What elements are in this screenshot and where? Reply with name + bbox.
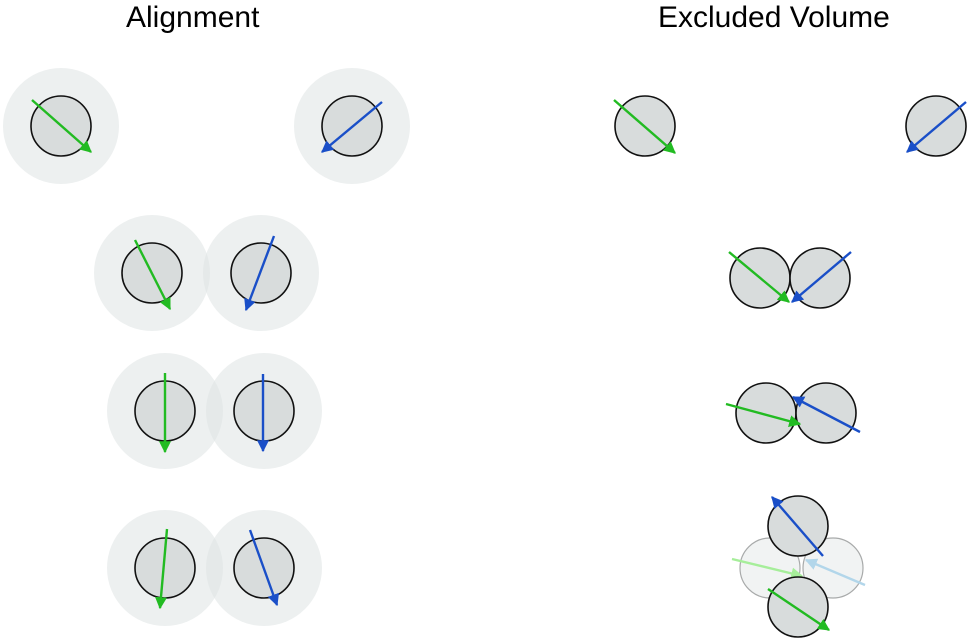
alignment-row2-blue-arrow (244, 235, 276, 312)
alignment-row2-green-arrow (133, 239, 172, 311)
excluded-row4-bottom-green-arrow (767, 588, 830, 631)
excluded-volume-title: Excluded Volume (658, 1, 890, 34)
excluded-row2-blue-arrow (791, 251, 852, 303)
excluded-row3-blue-arrow (791, 395, 861, 434)
alignment-title: Alignment (126, 1, 260, 34)
alignment-row1-blue-arrow (321, 101, 383, 153)
excluded-row4-top-blue-arrow (771, 496, 824, 557)
excluded-row1-green-arrow (613, 99, 676, 154)
alignment-row4-green-arrow (154, 528, 169, 610)
alignment-row1-green-arrow (31, 99, 92, 153)
excluded-row4-bottom-green-particle (767, 576, 829, 638)
excluded-row3-green-particle (735, 382, 797, 444)
alignment-row4-blue-arrow (248, 529, 279, 607)
excluded-row1-blue-arrow (906, 101, 967, 153)
excluded-row4-ghost-green-arrow (731, 557, 804, 580)
excluded-row2-green-arrow (728, 251, 790, 303)
excluded-row3-green-arrow (725, 402, 802, 427)
excluded-row4-ghost-blue-arrow (804, 558, 866, 587)
